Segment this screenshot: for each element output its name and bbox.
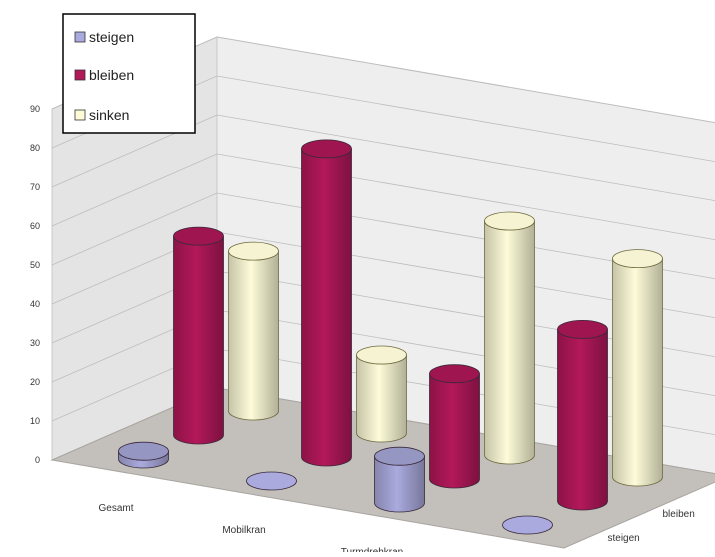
bar-bleiben-3 [557, 319, 608, 511]
y-tick-label: 30 [30, 338, 40, 348]
y-tick-label: 50 [30, 260, 40, 270]
y-tick-label: 40 [30, 299, 40, 309]
gridline [51, 114, 715, 201]
y-tick-label: 20 [30, 377, 40, 387]
legend-swatch-bleiben [74, 69, 86, 81]
gridline [51, 153, 715, 240]
y-tick-label: 70 [30, 182, 40, 192]
bar-bleiben-0 [173, 226, 224, 445]
legend-swatch-sinken [74, 109, 86, 121]
category-label: Gesamt [98, 503, 133, 514]
chart-bars [118, 139, 663, 535]
depth-label: bleiben [663, 509, 695, 520]
legend-swatch-steigen [74, 31, 86, 43]
legend: steigen bleiben sinken [62, 13, 196, 134]
category-label: Turmdrehkran [341, 547, 403, 552]
legend-label-bleiben: bleiben [89, 67, 134, 83]
y-tick-label: 90 [30, 104, 40, 114]
depth-label: steigen [608, 533, 640, 544]
y-tick-label: 0 [35, 455, 40, 465]
bar-steigen-1 [246, 471, 297, 491]
bar-sinken-2 [484, 211, 535, 465]
y-tick-label: 80 [30, 143, 40, 153]
bar-bleiben-1 [301, 139, 352, 467]
bar-sinken-0 [228, 241, 279, 421]
bar-steigen-2 [374, 446, 425, 513]
legend-label-sinken: sinken [89, 107, 129, 123]
legend-label-steigen: steigen [89, 29, 134, 45]
bar-bleiben-2 [429, 364, 480, 489]
bar-steigen-3 [502, 515, 553, 535]
bar-steigen-0 [118, 441, 169, 469]
category-label: Mobilkran [222, 525, 265, 536]
y-tick-label: 60 [30, 221, 40, 231]
bar-sinken-1 [356, 345, 407, 443]
gridline [51, 192, 715, 279]
y-tick-label: 10 [30, 416, 40, 426]
bar-sinken-3 [612, 249, 663, 487]
